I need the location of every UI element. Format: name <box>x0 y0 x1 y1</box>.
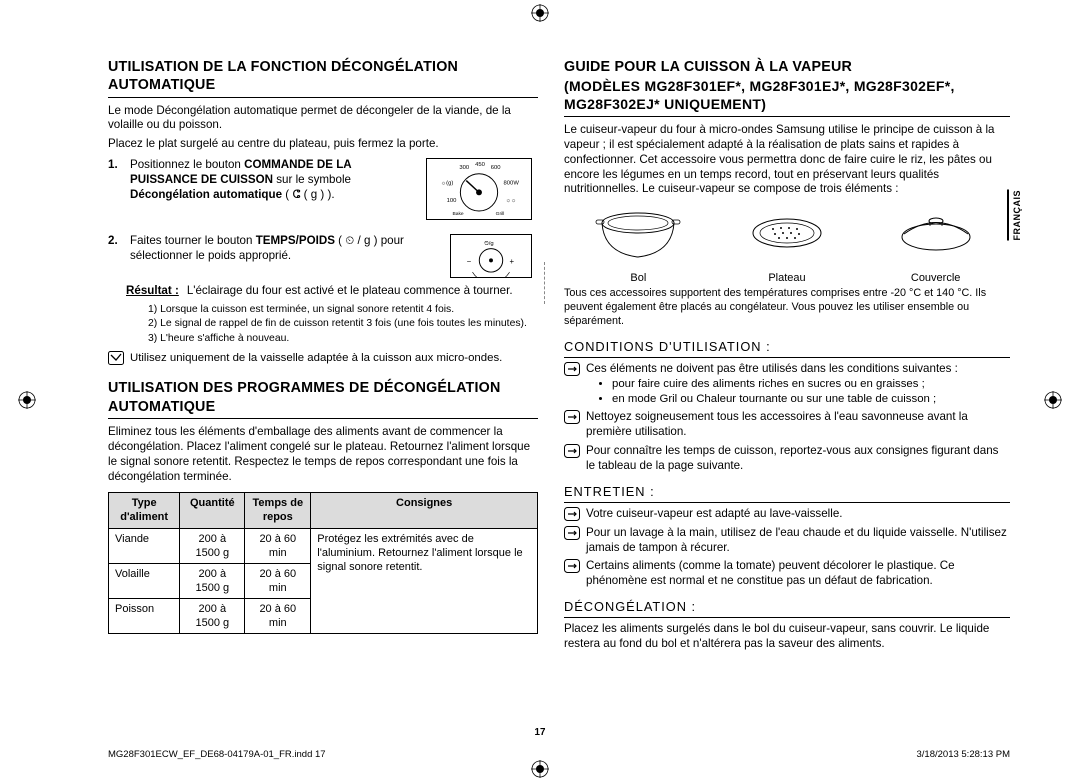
cond-1: Ces éléments ne doivent pas être utilisé… <box>586 362 958 375</box>
svg-text:300: 300 <box>459 164 470 170</box>
page-number: 17 <box>0 727 1080 738</box>
step-1-text-e: ( ⵛ ( g ) ). <box>282 188 335 201</box>
svg-text:600: 600 <box>491 164 502 170</box>
heading-defrost: UTILISATION DE LA FONCTION DÉCONGÉLATION… <box>108 58 538 98</box>
step-2-text-b: TEMPS/POIDS <box>256 234 335 247</box>
dec-text: Placez les aliments surgelés dans le bol… <box>564 622 1010 652</box>
step-1-text-c: sur le symbole <box>273 173 351 186</box>
lid-label: Couvercle <box>911 271 961 285</box>
programs-text: Eliminez tous les éléments d'emballage d… <box>108 425 538 484</box>
svg-text:☼☼: ☼☼ <box>505 198 516 204</box>
hand-icon <box>564 507 580 521</box>
registration-mark-top <box>531 4 549 22</box>
svg-text:⏲/g: ⏲/g <box>484 240 493 246</box>
cond-1b: en mode Gril ou Chaleur tournante ou sur… <box>612 392 958 407</box>
hand-icon <box>564 410 580 424</box>
result-text: L'éclairage du four est activé et le pla… <box>187 284 513 299</box>
intro-2: Placez le plat surgelé au centre du plat… <box>108 137 538 152</box>
th-rest: Temps de repos <box>245 493 311 528</box>
hand-icon <box>564 559 580 573</box>
step-2-num: 2. <box>108 234 124 278</box>
registration-mark-right <box>1044 391 1062 409</box>
result-sublist: 1) Lorsque la cuisson est terminée, un s… <box>148 303 538 345</box>
gutter-dash <box>544 262 545 304</box>
tiny-3: 3) L'heure s'affiche à nouveau. <box>148 332 538 345</box>
svg-text:☼(g): ☼(g) <box>441 180 454 186</box>
hand-icon <box>564 362 580 376</box>
right-column: GUIDE POUR LA CUISSON À LA VAPEUR (MODÈL… <box>564 58 1010 656</box>
tiny-1: 1) Lorsque la cuisson est terminée, un s… <box>148 303 538 316</box>
left-column: UTILISATION DE LA FONCTION DÉCONGÉLATION… <box>108 58 538 656</box>
hand-icon <box>564 444 580 458</box>
heading-entretien: ENTRETIEN : <box>564 484 1010 503</box>
cond-3: Pour connaître les temps de cuisson, rep… <box>586 444 1010 474</box>
heading-steam: GUIDE POUR LA CUISSON À LA VAPEUR <box>564 58 1010 76</box>
svg-text:Grill: Grill <box>496 211 505 217</box>
step-1-num: 1. <box>108 158 124 220</box>
svg-text:+: + <box>510 257 515 266</box>
result-label: Résultat : <box>126 284 179 299</box>
bowl-icon <box>594 203 682 267</box>
heading-programs: UTILISATION DES PROGRAMMES DE DÉCONGÉLAT… <box>108 379 538 419</box>
heading-conditions: CONDITIONS D'UTILISATION : <box>564 339 1010 358</box>
cond-2: Nettoyez soigneusement tous les accessoi… <box>586 410 1010 440</box>
cond-1a: pour faire cuire des aliments riches en … <box>612 377 958 392</box>
svg-text:800W: 800W <box>504 180 520 186</box>
tiny-2: 2) Le signal de rappel de fin de cuisson… <box>148 317 538 330</box>
hand-icon <box>564 526 580 540</box>
time-dial-illustration: ⏲/g − + <box>450 234 532 278</box>
intro-1: Le mode Décongélation automatique permet… <box>108 104 538 134</box>
step-2-text-a: Faites tourner le bouton <box>130 234 256 247</box>
notice-text: Utilisez uniquement de la vaisselle adap… <box>130 351 502 366</box>
footer-left: MG28F301ECW_EF_DE68-04179A-01_FR.indd 17 <box>108 749 326 760</box>
tray-icon <box>743 203 831 267</box>
step-1-text-d: Décongélation automatique <box>130 188 282 201</box>
svg-text:−: − <box>467 257 472 266</box>
defrost-table: Type d'aliment Quantité Temps de repos C… <box>108 492 538 634</box>
ent-2: Pour un lavage à la main, utilisez de l'… <box>586 526 1010 556</box>
td-tips: Protégez les extrémités avec de l'alumin… <box>311 528 538 633</box>
svg-text:100: 100 <box>447 198 458 204</box>
lid-icon <box>892 203 980 267</box>
footer-right: 3/18/2013 5:28:13 PM <box>917 749 1011 760</box>
th-tips: Consignes <box>311 493 538 528</box>
registration-mark-bottom <box>531 760 549 778</box>
tray-label: Plateau <box>768 271 805 285</box>
bowl-label: Bol <box>630 271 646 285</box>
power-dial-illustration: 300 450 600 ☼(g) 800W 100 ☼☼ Bake Grill <box>426 158 532 220</box>
models-line: (MODÈLES MG28F301EF*, MG28F301EJ*, MG28F… <box>564 78 1010 117</box>
ent-1: Votre cuiseur-vapeur est adapté au lave-… <box>586 507 843 522</box>
ent-3: Certains aliments (comme la tomate) peuv… <box>586 559 1010 589</box>
step-1-text-a: Positionnez le bouton <box>130 158 244 171</box>
accessory-note: Tous ces accessoires supportent des temp… <box>564 287 1010 328</box>
th-food: Type d'aliment <box>109 493 180 528</box>
registration-mark-left <box>18 391 36 409</box>
table-row: Viande 200 à 1500 g 20 à 60 min Protégez… <box>109 528 538 563</box>
language-tab: FRANÇAIS <box>1007 190 1022 241</box>
th-qty: Quantité <box>180 493 245 528</box>
steam-intro: Le cuiseur-vapeur du four à micro-ondes … <box>564 123 1010 197</box>
svg-text:Bake: Bake <box>453 211 464 217</box>
svg-text:450: 450 <box>475 162 486 168</box>
note-icon <box>108 351 124 365</box>
heading-decongelation: DÉCONGÉLATION : <box>564 599 1010 618</box>
